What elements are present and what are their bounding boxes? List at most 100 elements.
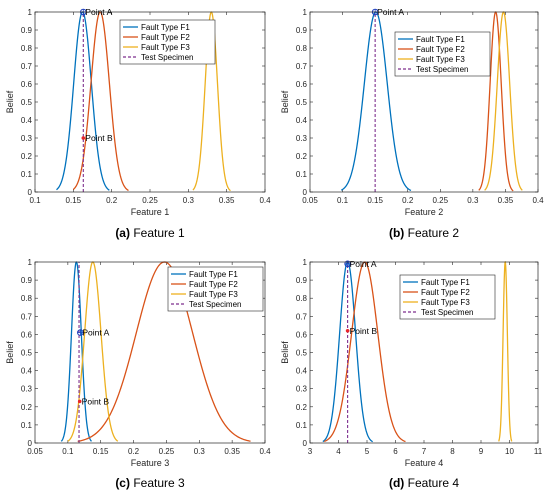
y-tick-label: 0.3 [21,134,33,143]
point-b-marker [81,136,86,140]
panel-caption: (b) Feature 2 [389,226,459,240]
axes-frame [309,261,539,444]
x-axis-label: Feature 3 [131,458,170,468]
caption-letter: (d) [389,476,404,490]
x-axis-label: Feature 4 [405,458,444,468]
x-tick-label: 0.15 [367,196,383,205]
y-tick-label: 0 [303,188,308,197]
x-tick-label: 6 [393,447,398,456]
y-axis-label: Belief [5,90,15,113]
y-tick-label: 0.7 [21,312,33,321]
legend-entry-2: Fault Type F2 [421,288,470,297]
axes-frame [34,261,266,444]
chart-panel-2: 0 0.1 0.2 0.3 0.4 0.5 0.6 0.7 0.8 0.9 1 0.05 0.1 0.15… [280,7,544,240]
y-tick-label: 0.5 [296,98,308,107]
y-tick-label: 0.2 [296,152,308,161]
axes-frame [34,11,266,193]
y-tick-label: 0.1 [296,170,308,179]
y-tick-label: 1 [28,258,33,267]
y-tick-label: 0.4 [21,116,33,125]
y-tick-label: 0 [28,439,33,448]
x-tick-label: 7 [422,447,427,456]
point-b-marker [77,399,82,404]
point-label: Point B [350,326,378,336]
series-line-2 [72,11,129,192]
x-tick-label: 0.3 [467,196,479,205]
legend-entry-3: Fault Type F3 [416,55,465,64]
y-tick-label: 0.9 [21,276,33,285]
x-tick-label: 0.2 [402,196,414,205]
y-tick-label: 0.9 [296,276,308,285]
caption-text: Feature 4 [404,476,459,490]
point-label: Point B [82,396,110,406]
panel-caption: (d) Feature 4 [389,476,459,490]
x-tick-label: 9 [479,447,484,456]
x-tick-label: 3 [308,447,313,456]
x-tick-label: 0.25 [159,447,175,456]
x-tick-label: 0.4 [532,196,544,205]
chart-panel-3: 0 0.1 0.2 0.3 0.4 0.5 0.6 0.7 0.8 0.9 1 0.05 0.1 0.15… [5,258,271,490]
legend-entry-1: Fault Type F1 [141,23,190,32]
legend-entry-4: Test Specimen [189,300,241,309]
y-tick-label: 0.6 [21,80,33,89]
y-tick-label: 1 [28,8,33,17]
point-label: Point B [85,133,113,143]
point-label: Point A [350,259,377,269]
x-tick-label: 0.25 [142,196,158,205]
y-tick-label: 0.9 [21,26,33,35]
caption-text: Feature 2 [404,226,459,240]
point-label: Point A [82,328,109,338]
x-tick-label: 0.1 [337,196,349,205]
chart-panel-1: 00.10.20.30.40.50.60.70.80.910.1 0.15 0.2 0… [5,7,271,240]
x-tick-label: 0.4 [259,196,271,205]
point-b-marker [345,328,350,333]
y-axis-label: Belief [280,341,290,364]
x-tick-label: 11 [534,447,543,456]
legend-entry-2: Fault Type F2 [141,33,190,42]
y-tick-label: 0.5 [21,349,33,358]
x-tick-label: 0.3 [194,447,206,456]
legend-entry-4: Test Specimen [141,53,193,62]
legend-entry-2: Fault Type F2 [189,280,238,289]
x-tick-label: 8 [450,447,455,456]
x-tick-label: 0.25 [432,196,448,205]
legend-entry-4: Test Specimen [416,65,468,74]
x-tick-label: 0.05 [27,447,43,456]
x-tick-label: 0.35 [219,196,235,205]
y-tick-label: 0.9 [296,26,308,35]
y-tick-label: 0.6 [21,330,33,339]
y-tick-label: 0.8 [21,294,33,303]
y-axis-label: Belief [280,90,290,113]
y-tick-label: 0.4 [296,367,308,376]
x-tick-label: 0.2 [106,196,118,205]
legend-entry-3: Fault Type F3 [421,298,470,307]
x-tick-label: 0.35 [498,196,514,205]
y-tick-label: 0.3 [21,385,33,394]
legend-entry-2: Fault Type F2 [416,45,465,54]
legend-entry-3: Fault Type F3 [141,43,190,52]
x-tick-label: 4 [336,447,341,456]
caption-letter: (b) [389,226,404,240]
caption-letter: (c) [115,476,130,490]
x-tick-label: 0.15 [66,196,82,205]
x-tick-label: 0.35 [224,447,240,456]
y-tick-label: 0.2 [21,152,33,161]
y-tick-label: 0.5 [296,349,308,358]
y-tick-label: 0.3 [296,134,308,143]
y-tick-label: 0 [28,188,33,197]
legend-entry-1: Fault Type F1 [189,270,238,279]
x-axis-label: Feature 2 [405,207,444,217]
legend-entry-4: Test Specimen [421,308,473,317]
legend-entry-3: Fault Type F3 [189,290,238,299]
x-tick-label: 0.1 [29,196,41,205]
panel-caption: (a) Feature 1 [115,226,185,240]
x-tick-label: 0.4 [259,447,271,456]
y-tick-label: 0.2 [296,403,308,412]
y-tick-label: 0.4 [21,367,33,376]
x-tick-label: 10 [505,447,514,456]
